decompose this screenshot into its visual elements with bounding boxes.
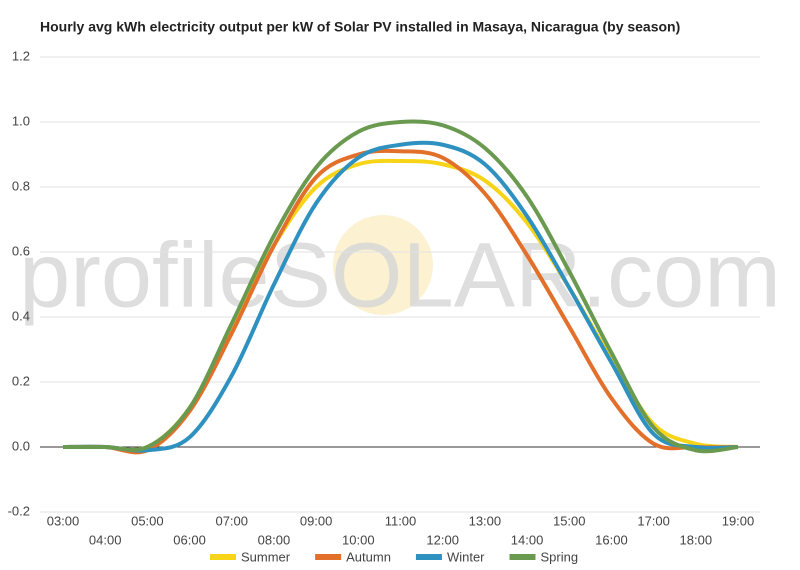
x-tick-label: 05:00 [131, 513, 164, 528]
x-tick-label: 03:00 [47, 513, 80, 528]
legend-label: Summer [241, 549, 291, 564]
watermark: profileSOLAR.com [19, 215, 781, 326]
x-tick-label: 04:00 [89, 532, 122, 547]
y-tick-label: 0.4 [12, 308, 30, 323]
legend-swatch [509, 554, 536, 560]
y-tick-label: 0.2 [12, 373, 30, 388]
x-tick-label: 13:00 [469, 513, 502, 528]
y-tick-label: -0.2 [8, 503, 30, 518]
x-tick-label: 19:00 [722, 513, 755, 528]
x-tick-label: 14:00 [511, 532, 544, 547]
y-tick-label: 0.0 [12, 438, 30, 453]
x-tick-label: 09:00 [300, 513, 333, 528]
y-tick-label: 1.2 [12, 48, 30, 63]
legend-swatch [210, 554, 236, 560]
legend-label: Winter [447, 549, 485, 564]
watermark-text: profileSOLAR.com [19, 224, 781, 326]
series-line [62, 140, 739, 453]
x-tick-label: 16:00 [595, 532, 628, 547]
legend-swatch [415, 554, 442, 560]
x-tick-label: 18:00 [680, 532, 713, 547]
chart-title: Hourly avg kWh electricity output per kW… [40, 19, 680, 35]
x-tick-label: 12:00 [426, 532, 459, 547]
series-line [63, 119, 739, 454]
x-tick-label: 06:00 [173, 532, 206, 547]
x-tick-label: 07:00 [215, 513, 248, 528]
x-tick-label: 11:00 [385, 513, 417, 528]
x-tick-label: 08:00 [258, 532, 291, 547]
x-tick-label: 17:00 [637, 513, 670, 528]
y-tick-label: 0.8 [12, 178, 30, 193]
x-tick-label: 10:00 [342, 532, 375, 547]
legend-label: Autumn [346, 549, 391, 564]
legend-label: Spring [541, 549, 579, 564]
y-tick-label: 0.6 [12, 243, 30, 258]
legend-swatch [315, 554, 342, 560]
x-tick-label: 15:00 [553, 513, 586, 528]
y-tick-label: 1.0 [12, 113, 30, 128]
watermark-sun [333, 215, 433, 315]
